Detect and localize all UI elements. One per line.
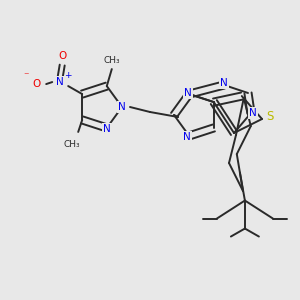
Text: N: N: [118, 102, 126, 112]
Text: CH₃: CH₃: [103, 56, 120, 64]
Text: N: N: [56, 77, 64, 87]
Text: +: +: [64, 70, 72, 80]
Text: N: N: [184, 88, 192, 98]
Text: O: O: [58, 51, 66, 61]
Text: N: N: [103, 124, 111, 134]
Text: N: N: [220, 78, 228, 88]
Text: S: S: [266, 110, 274, 122]
Text: N: N: [249, 108, 257, 118]
Text: N: N: [183, 132, 191, 142]
Text: ⁻: ⁻: [23, 71, 29, 81]
Text: CH₃: CH₃: [64, 140, 80, 149]
Text: O: O: [32, 79, 40, 89]
